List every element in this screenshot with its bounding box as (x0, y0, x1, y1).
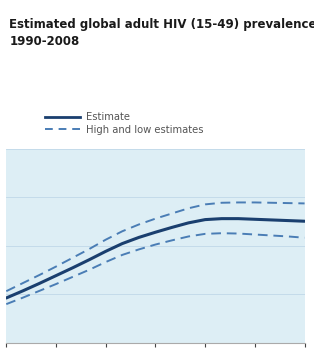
Legend: Estimate, High and low estimates: Estimate, High and low estimates (41, 108, 208, 139)
Text: Estimated global adult HIV (15-49) prevalence %,
1990-2008: Estimated global adult HIV (15-49) preva… (9, 18, 314, 48)
